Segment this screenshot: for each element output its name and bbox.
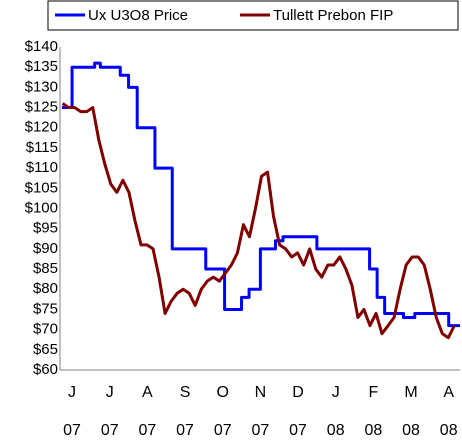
x-tick-year: 07 — [214, 422, 232, 439]
x-tick-year: 08 — [327, 422, 345, 439]
x-tick-label: A — [443, 384, 454, 401]
x-tick-year: 07 — [101, 422, 119, 439]
x-tick-label: F — [368, 384, 378, 401]
y-tick-label: $65 — [33, 341, 58, 358]
x-tick-label: J — [332, 384, 340, 401]
y-tick-label: $105 — [25, 179, 58, 196]
y-tick-label: $120 — [25, 119, 58, 136]
x-tick-year: 08 — [402, 422, 420, 439]
y-tick-label: $70 — [33, 321, 58, 338]
y-tick-label: $80 — [33, 280, 58, 297]
legend-label: Ux U3O8 Price — [88, 7, 188, 24]
line-series — [61, 61, 460, 328]
x-tick-year: 08 — [440, 422, 458, 439]
y-tick-label: $90 — [33, 240, 58, 257]
x-tick-year: 07 — [251, 422, 269, 439]
x-tick-label: J — [68, 384, 76, 401]
x-tick-label: A — [142, 384, 153, 401]
y-tick-label: $100 — [25, 199, 58, 216]
x-tick-year: 07 — [176, 422, 194, 439]
legend-label: Tullett Prebon FIP — [273, 7, 393, 24]
x-tick-label: S — [180, 384, 191, 401]
y-tick-label: $130 — [25, 78, 58, 95]
y-tick-label: $115 — [26, 139, 58, 156]
y-tick-label: $135 — [25, 58, 58, 75]
y-tick-label: $85 — [33, 260, 58, 277]
x-tick-label: M — [404, 384, 417, 401]
y-tick-label: $60 — [33, 361, 58, 378]
x-tick-label: O — [216, 384, 228, 401]
y-tick-label: $110 — [26, 159, 58, 176]
y-tick-label: $75 — [33, 300, 58, 317]
x-tick-year: 07 — [138, 422, 156, 439]
x-tick-label: J — [106, 384, 114, 401]
line-series — [61, 102, 456, 340]
y-tick-label: $125 — [25, 99, 58, 116]
x-tick-label: D — [292, 384, 304, 401]
x-tick-label: N — [255, 384, 267, 401]
x-tick-year: 07 — [63, 422, 81, 439]
x-tick-year: 07 — [289, 422, 307, 439]
y-tick-label: $140 — [25, 38, 58, 55]
x-tick-year: 08 — [364, 422, 382, 439]
y-tick-label: $95 — [33, 220, 58, 237]
